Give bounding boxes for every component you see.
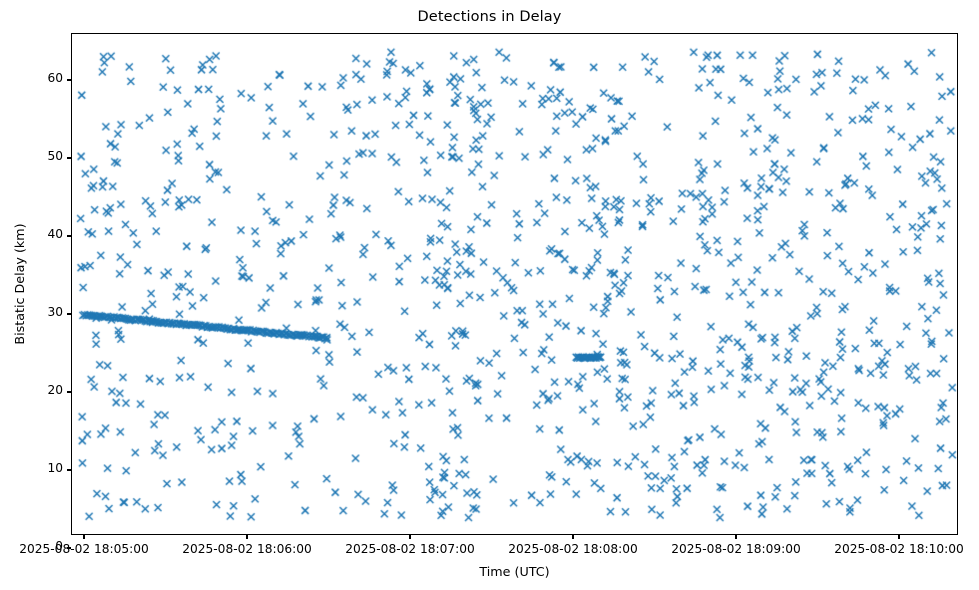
y-tick-label: 20 bbox=[47, 383, 63, 397]
x-tick-mark bbox=[898, 535, 900, 539]
y-tick-mark bbox=[67, 79, 71, 81]
y-tick-mark bbox=[67, 235, 71, 237]
x-tick-label: 2025-08-02 18:10:00 bbox=[834, 542, 964, 556]
chart-title: Detections in Delay bbox=[417, 9, 562, 25]
x-axis-label: Time (UTC) bbox=[479, 564, 550, 579]
x-tick-label: 2025-08-02 18:08:00 bbox=[508, 542, 638, 556]
y-tick-label: 40 bbox=[47, 227, 63, 241]
y-tick-mark bbox=[67, 547, 71, 549]
y-tick-mark bbox=[67, 469, 71, 471]
x-tick-label: 2025-08-02 18:09:00 bbox=[671, 542, 801, 556]
x-tick-mark bbox=[572, 535, 574, 539]
y-tick-mark bbox=[67, 391, 71, 393]
y-tick-label: 60 bbox=[47, 71, 63, 85]
x-tick-mark bbox=[246, 535, 248, 539]
y-tick-label: 10 bbox=[47, 461, 63, 475]
x-tick-mark bbox=[735, 535, 737, 539]
scatter-plot-canvas bbox=[72, 34, 957, 534]
x-tick-label: 2025-08-02 18:05:00 bbox=[19, 542, 149, 556]
plot-axes-area[interactable] bbox=[71, 33, 958, 535]
y-axis-label: Bistatic Delay (km) bbox=[12, 223, 27, 345]
y-tick-label: 0 bbox=[55, 539, 63, 553]
x-tick-label: 2025-08-02 18:06:00 bbox=[182, 542, 312, 556]
x-tick-mark bbox=[83, 535, 85, 539]
y-tick-mark bbox=[67, 157, 71, 159]
x-tick-label: 2025-08-02 18:07:00 bbox=[345, 542, 475, 556]
y-tick-label: 50 bbox=[47, 149, 63, 163]
x-tick-mark bbox=[409, 535, 411, 539]
y-tick-label: 30 bbox=[47, 305, 63, 319]
y-tick-mark bbox=[67, 313, 71, 315]
